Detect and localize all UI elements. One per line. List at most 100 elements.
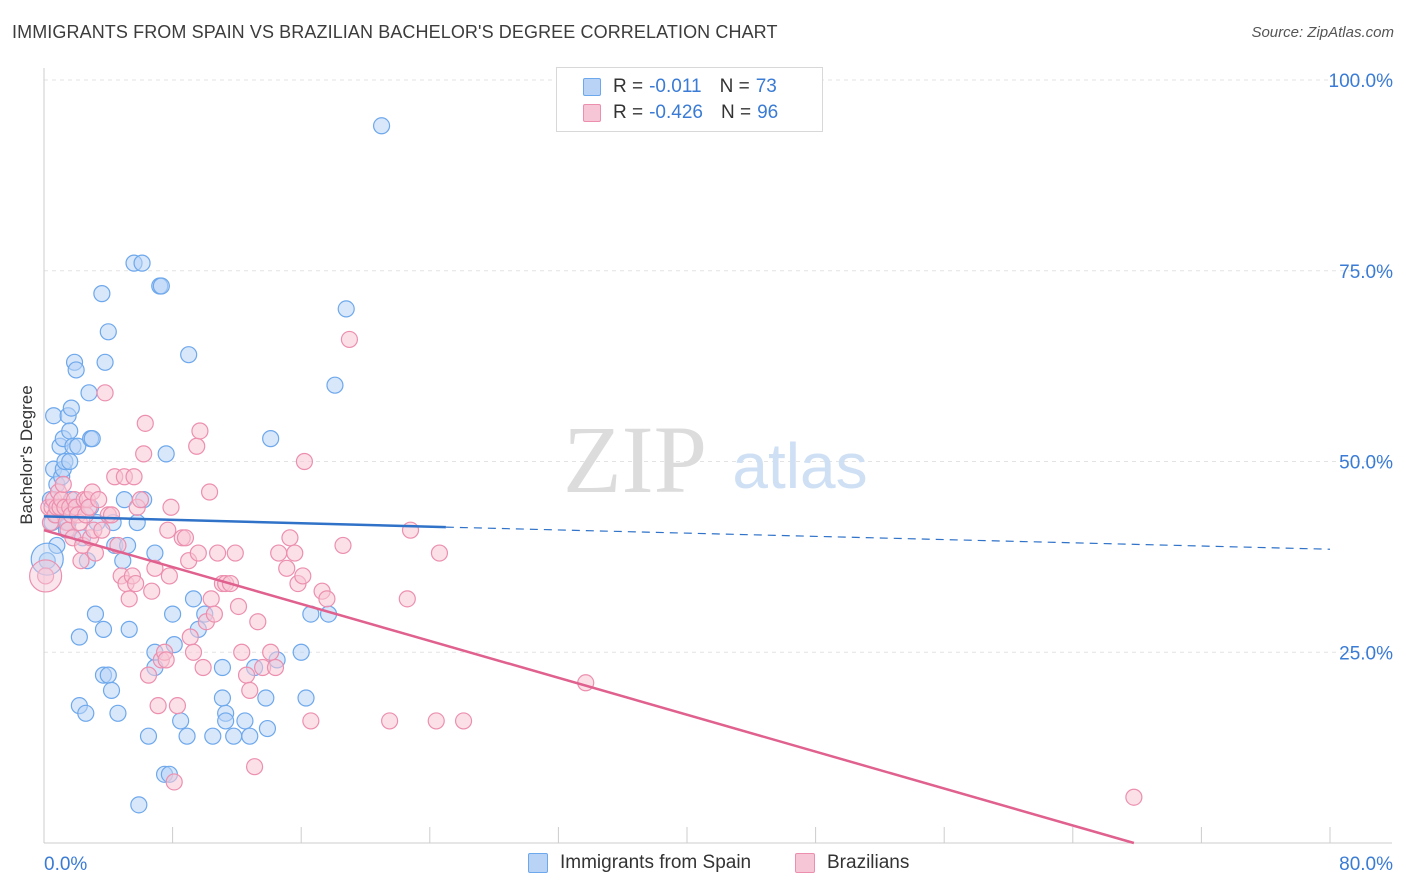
chart-title: IMMIGRANTS FROM SPAIN VS BRAZILIAN BACHE… (12, 22, 778, 42)
x-tick-label: 0.0% (44, 854, 87, 875)
data-point (69, 437, 87, 455)
data-point (191, 422, 209, 440)
legend-n-value: 73 (755, 76, 777, 97)
series-legend-spain[interactable]: Immigrants from Spain (528, 852, 751, 874)
data-point (29, 559, 63, 593)
data-point (109, 704, 127, 722)
data-point (180, 346, 198, 364)
x-tick-labels: 0.0% 80.0% (44, 854, 1393, 875)
trend-line-brazilians (43, 528, 1135, 845)
data-point (427, 712, 445, 730)
data-point (136, 414, 154, 432)
stats-legend: R = -0.011 N = 73 R = -0.426 N = 96 (556, 67, 823, 132)
data-point (237, 666, 256, 684)
data-point (204, 727, 222, 745)
data-point (381, 712, 399, 730)
y-tick-label: 100.0% (1329, 71, 1394, 92)
data-point (93, 285, 111, 303)
data-point (241, 681, 259, 700)
data-point (135, 445, 153, 463)
data-point (86, 605, 105, 623)
data-point (194, 658, 212, 677)
legend-r-value: -0.426 (649, 102, 703, 123)
data-point (278, 559, 296, 577)
data-point (77, 704, 95, 722)
data-point (165, 773, 183, 791)
data-point (226, 544, 244, 562)
trend-lines (43, 515, 1331, 845)
data-point (241, 727, 259, 745)
watermark: ZIP atlas (563, 406, 868, 513)
data-point (209, 544, 227, 562)
data-point (70, 628, 88, 646)
data-point (281, 529, 299, 547)
series-legend-label: Brazilians (827, 852, 910, 873)
data-point (258, 719, 277, 738)
data-point (128, 513, 146, 532)
data-point (262, 643, 280, 661)
data-point (213, 658, 232, 677)
trend-line-spain (43, 515, 446, 529)
data-point (297, 689, 315, 707)
data-point (217, 712, 235, 730)
data-point (83, 430, 101, 448)
data-point (213, 689, 232, 707)
legend-r-label: R = (613, 102, 644, 123)
data-point (143, 582, 161, 600)
data-point (67, 361, 85, 379)
trend-line-spain-extension (445, 526, 1331, 550)
data-point (1125, 788, 1143, 806)
data-point (257, 689, 275, 707)
data-point (205, 605, 223, 623)
data-point (286, 544, 304, 562)
data-point (236, 712, 254, 730)
data-point (72, 552, 90, 570)
data-point (302, 712, 320, 730)
data-point (162, 498, 180, 516)
legend-r-label: R = (613, 76, 644, 97)
legend-n-value: 96 (757, 102, 779, 123)
data-point (102, 681, 121, 700)
data-point (168, 697, 187, 715)
data-point (54, 475, 72, 493)
axes (43, 68, 1392, 844)
data-point (99, 323, 117, 341)
data-point (62, 399, 80, 417)
data-point (139, 666, 158, 684)
data-point (139, 727, 158, 745)
data-point (225, 727, 243, 745)
data-point (454, 712, 473, 730)
data-point (157, 651, 175, 669)
data-point (181, 628, 199, 646)
series-legend-label: Immigrants from Spain (560, 852, 752, 873)
data-point (146, 544, 164, 562)
data-point (102, 506, 121, 524)
data-point (172, 712, 190, 730)
data-point (337, 300, 355, 318)
data-point (188, 437, 206, 455)
data-point (80, 384, 98, 402)
data-point (96, 384, 114, 402)
data-point (93, 521, 111, 539)
watermark-zip: ZIP (563, 406, 707, 513)
data-point (340, 330, 359, 349)
legend-swatch-spain (583, 78, 601, 96)
series-spain-points (30, 117, 391, 814)
y-tick-label: 75.0% (1339, 262, 1393, 283)
grid (44, 79, 1392, 653)
y-tick-labels: 25.0% 50.0% 75.0% 100.0% (1329, 71, 1394, 664)
y-tick-label: 25.0% (1339, 643, 1393, 664)
x-tick-label: 80.0% (1339, 854, 1393, 875)
data-point (262, 430, 280, 448)
legend-n-label: N = (720, 102, 752, 123)
series-legend-brazilians[interactable]: Brazilians (795, 852, 909, 874)
data-point (130, 796, 148, 814)
data-point (160, 567, 178, 585)
legend-row-brazilians: R = -0.426 N = 96 (583, 101, 778, 125)
data-point (401, 521, 420, 539)
data-point (294, 567, 312, 585)
y-axis-label: Bachelor's Degree (17, 385, 36, 525)
watermark-atlas: atlas (732, 430, 867, 502)
data-point (152, 277, 170, 295)
data-point (189, 544, 207, 562)
